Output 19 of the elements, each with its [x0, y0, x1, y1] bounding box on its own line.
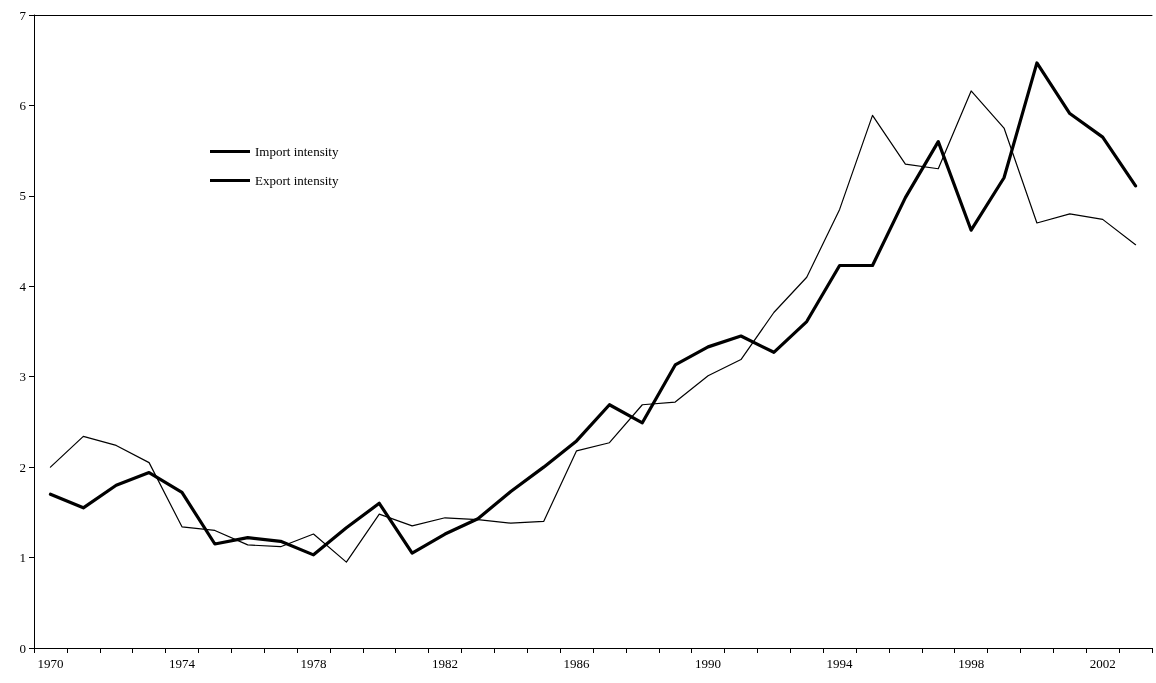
x-tick-label: 1982	[432, 656, 459, 671]
legend-label: Import intensity	[255, 144, 339, 159]
x-tick-label: 1986	[563, 656, 591, 671]
x-tick-label: 1974	[168, 656, 196, 671]
y-tick-label: 0	[19, 640, 26, 656]
y-tick-label: 1	[19, 550, 26, 566]
x-tick-label: 1998	[958, 656, 985, 671]
x-tick-label: 1970	[37, 656, 64, 671]
x-tick-label: 2002	[1089, 656, 1116, 671]
x-tick-label: 1994	[826, 656, 854, 671]
y-tick-label: 4	[19, 278, 27, 294]
y-tick-label: 6	[19, 97, 27, 113]
y-tick-label: 2	[19, 459, 26, 475]
x-tick-label: 1990	[695, 656, 722, 671]
y-tick-label: 3	[19, 369, 26, 385]
legend-label: Export intensity	[255, 173, 339, 188]
y-tick-label: 5	[19, 188, 26, 204]
x-tick-label: 1978	[300, 656, 327, 671]
y-tick-label: 7	[19, 7, 27, 23]
